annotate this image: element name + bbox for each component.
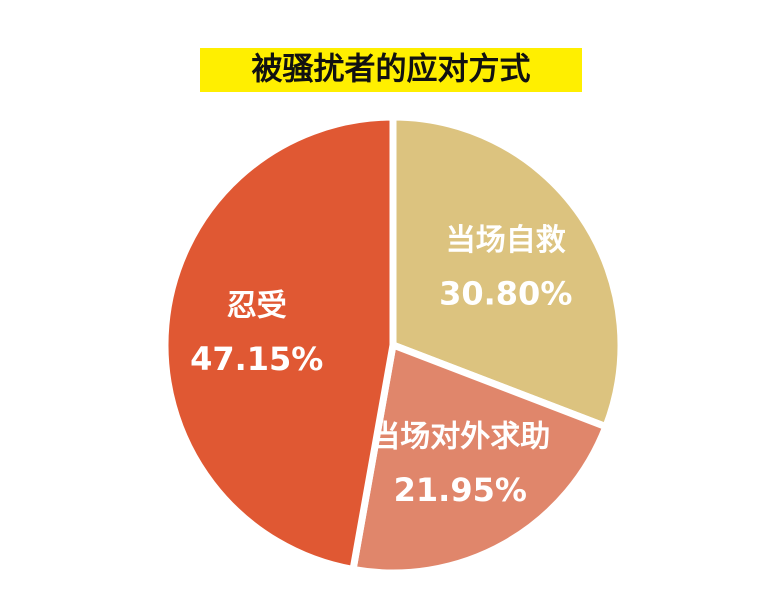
title-highlight bbox=[200, 48, 582, 92]
value-label: 30.80% bbox=[439, 275, 572, 313]
slice-label: 忍受 bbox=[227, 288, 287, 323]
pie-slice bbox=[349, 341, 610, 577]
pie-slice bbox=[389, 113, 625, 431]
chart-title: 被骚扰者的应对方式 bbox=[252, 52, 531, 88]
value-label: 47.15% bbox=[190, 340, 323, 378]
value-label: 21.95% bbox=[394, 471, 527, 509]
slice-label: 当场自救 bbox=[446, 223, 566, 258]
slice-label: 当场对外求助 bbox=[370, 420, 550, 455]
pie-slice bbox=[161, 113, 397, 573]
